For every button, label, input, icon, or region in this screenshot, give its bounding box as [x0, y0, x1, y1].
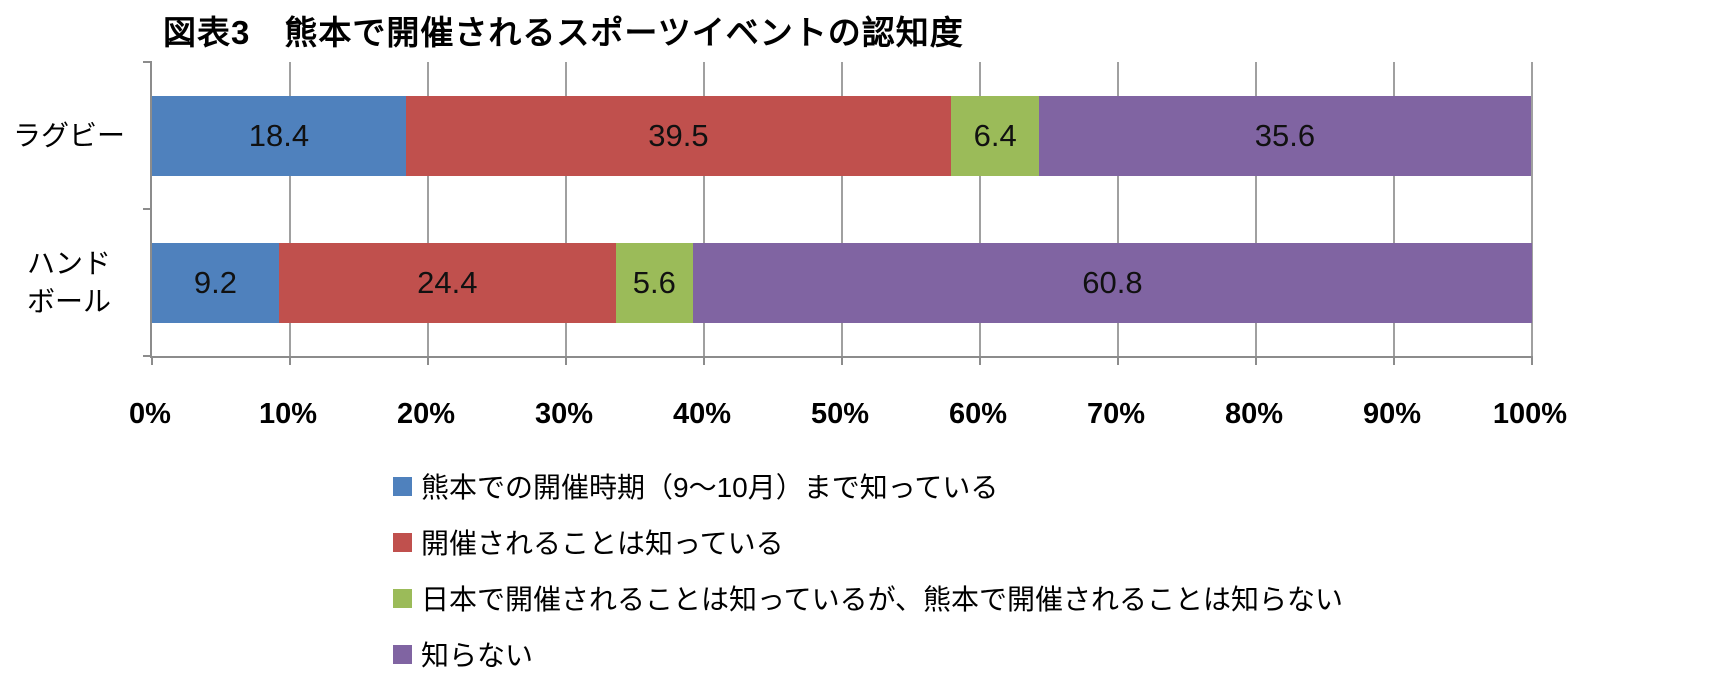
gridline-20 — [427, 62, 429, 356]
gridline-70 — [1117, 62, 1119, 356]
bar-value-label: 24.4 — [417, 264, 478, 300]
bar-segment: 39.5 — [405, 95, 951, 176]
gridline-80 — [1255, 62, 1257, 356]
legend-label: 日本で開催されることは知っているが、熊本で開催されることは知らない — [421, 584, 1344, 615]
bar-segment: 9.2 — [152, 242, 279, 323]
x-tick-label: 50% — [810, 398, 870, 430]
x-tick-label: 80% — [1224, 398, 1284, 430]
x-axis-tick — [703, 356, 705, 365]
plot-area: 18.4 39.5 6.4 35.6 9.2 24.4 5.6 60.8 — [143, 61, 1533, 365]
bar-row-handball: 9.2 24.4 5.6 60.8 — [152, 242, 1532, 323]
y-axis-tick — [143, 61, 152, 63]
gridline-90 — [1393, 62, 1395, 356]
bar-segment: 5.6 — [615, 242, 693, 323]
bar-segment: 35.6 — [1039, 95, 1531, 176]
x-axis-tick — [841, 356, 843, 365]
x-tick-label: 60% — [948, 398, 1008, 430]
bar-row-rugby: 18.4 39.5 6.4 35.6 — [152, 95, 1532, 176]
category-label-line: ハンド — [26, 247, 111, 279]
legend-item: 熊本での開催時期（9～10月）まで知っている — [393, 458, 1343, 514]
category-label-line: ラグビー — [12, 119, 125, 151]
legend-swatch-icon — [393, 588, 412, 608]
y-axis-tick — [143, 355, 152, 357]
bar-segment: 24.4 — [278, 242, 616, 323]
legend-swatch-icon — [393, 532, 412, 552]
x-tick-label: 30% — [534, 398, 594, 430]
legend-item: 日本で開催されることは知っているが、熊本で開催されることは知らない — [393, 570, 1343, 626]
legend: 熊本での開催時期（9～10月）まで知っている 開催されることは知っている日本で開催… — [393, 458, 1343, 682]
x-tick-label: 100% — [1492, 398, 1568, 430]
legend-label: 知らない — [421, 640, 534, 671]
x-axis-labels: 0% 10% 20% 30% 40% 50% 60% 70% 80% 90% 100% — [129, 398, 1567, 438]
legend-swatch-icon — [393, 476, 412, 496]
bar-segment: 6.4 — [951, 95, 1040, 176]
bar-value-label: 9.2 — [193, 264, 238, 300]
legend-swatch-icon — [393, 644, 412, 664]
gridline-100 — [1531, 62, 1533, 356]
x-axis-tick — [1255, 356, 1257, 365]
gridline-60 — [979, 62, 981, 356]
legend-item: 開催されることは知っている — [393, 514, 1343, 570]
x-axis-tick — [1531, 356, 1533, 365]
y-axis-tick — [143, 208, 152, 210]
chart-title: 図表3 熊本で開催されるスポーツイベントの認知度 — [163, 14, 964, 51]
x-tick-label: 40% — [672, 398, 732, 430]
x-axis-tick — [289, 356, 291, 365]
gridline-30 — [565, 62, 567, 356]
gridline-50 — [841, 62, 843, 356]
x-axis-tick — [979, 356, 981, 365]
x-tick-label: 70% — [1086, 398, 1146, 430]
bar-value-label: 18.4 — [248, 117, 310, 153]
x-axis-tick — [1117, 356, 1119, 365]
bar-segment: 18.4 — [152, 95, 406, 176]
category-axis-labels: ラグビーハンドボール — [0, 62, 138, 356]
gridline-40 — [703, 62, 705, 356]
bar-value-label: 6.4 — [973, 117, 1017, 153]
x-axis-tick — [151, 356, 153, 365]
category-label: ハンド ボール — [0, 245, 138, 321]
x-tick-label: 10% — [258, 398, 318, 430]
legend-item: 知らない — [393, 626, 1343, 682]
bar-value-label: 39.5 — [648, 117, 709, 153]
legend-label: 熊本での開催時期（9～10月）まで知っている — [421, 472, 999, 503]
category-label-line: ボール — [26, 285, 111, 317]
x-tick-label: 0% — [129, 398, 171, 430]
bar-value-label: 35.6 — [1254, 117, 1316, 153]
x-axis-tick — [427, 356, 429, 365]
category-label: ラグビー — [0, 117, 138, 155]
bar-segment: 60.8 — [692, 242, 1532, 323]
bar-value-label: 5.6 — [632, 264, 676, 300]
gridline-10 — [289, 62, 291, 356]
x-tick-label: 90% — [1362, 398, 1422, 430]
bar-value-label: 60.8 — [1082, 264, 1143, 300]
x-axis-tick — [1393, 356, 1395, 365]
legend-label: 開催されることは知っている — [421, 528, 784, 559]
x-tick-label: 20% — [396, 398, 456, 430]
x-axis-tick — [565, 356, 567, 365]
